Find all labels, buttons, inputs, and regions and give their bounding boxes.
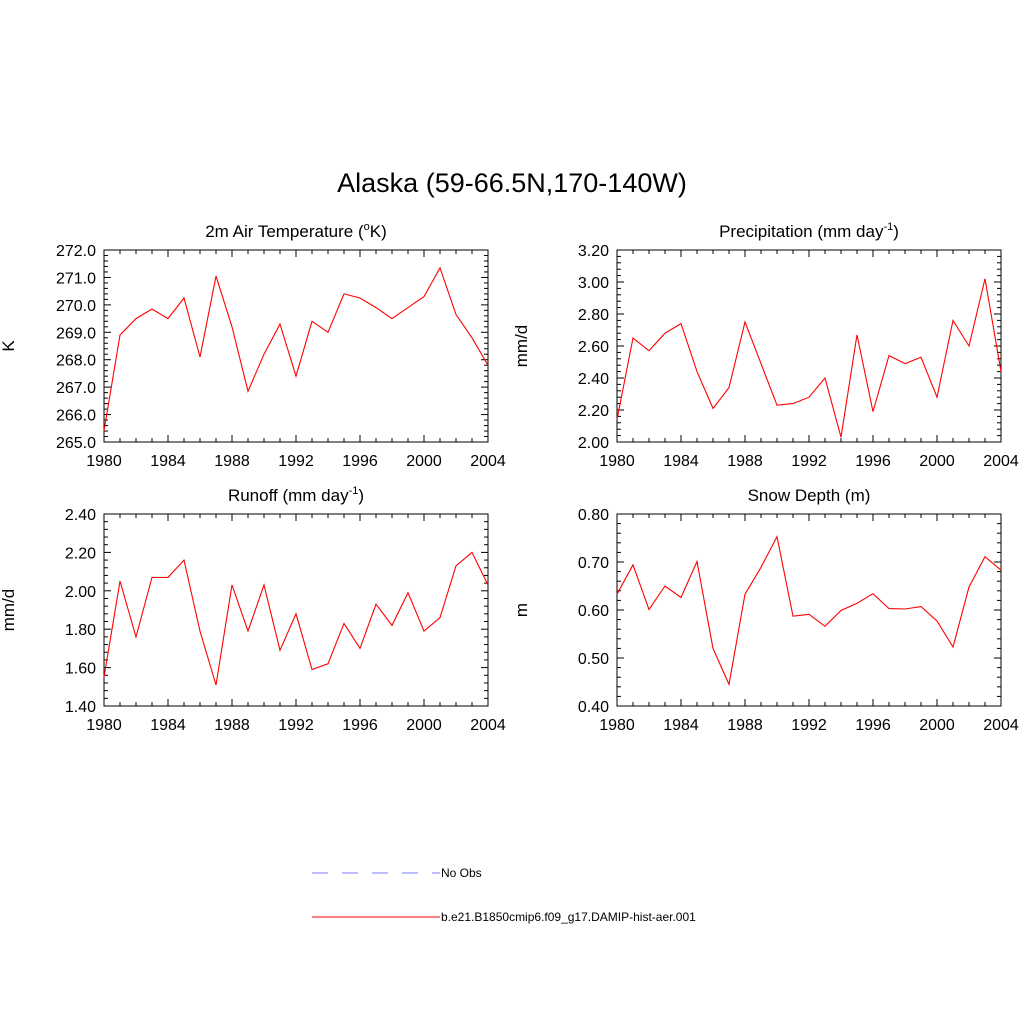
y-tick-label: 2.20 — [65, 545, 96, 562]
x-tick-label: 2000 — [919, 717, 955, 734]
x-tick-label: 1984 — [663, 453, 699, 470]
plot-frame — [616, 513, 1002, 707]
y-tick-label: 2.80 — [578, 307, 609, 324]
x-tick-label: 1988 — [727, 717, 763, 734]
legend-label-model: b.e21.B1850cmip6.f09_g17.DAMIP-hist-aer.… — [441, 910, 696, 924]
y-tick-label: 0.50 — [578, 651, 609, 668]
panel-title: Precipitation (mm day-1) — [719, 221, 899, 241]
x-tick-label: 2000 — [919, 453, 955, 470]
y-axis-label: mm/d — [0, 589, 18, 632]
panel-air-temperature: 1980 1984 1988 1992 1996 2000 2004 265.0 266.0 26… — [0, 221, 506, 470]
x-tick-label: 1992 — [791, 717, 827, 734]
y-tick-label: 269.0 — [56, 325, 96, 342]
panel-snow-depth: 1980 1984 1988 1992 1996 2000 2004 0.40 0.50 0.60… — [512, 486, 1019, 734]
x-tick-label: 1980 — [599, 717, 635, 734]
x-tick-label: 1988 — [214, 453, 250, 470]
y-tick-label: 3.00 — [578, 275, 609, 292]
y-axis-label: m — [512, 603, 531, 617]
x-tick-label: 1984 — [150, 453, 186, 470]
series-line — [103, 266, 489, 432]
panel-runoff: 1980 1984 1988 1992 1996 2000 2004 1.40 1.60 1.80… — [0, 485, 506, 734]
x-tick-label: 1996 — [342, 453, 378, 470]
panel-title: 2m Air Temperature (oK) — [205, 221, 387, 241]
x-tick-label: 1980 — [86, 453, 122, 470]
series-line — [616, 534, 1002, 687]
y-tick-label: 0.80 — [578, 507, 609, 524]
figure-title: Alaska (59-66.5N,170-140W) — [337, 168, 687, 198]
y-tick-label: 1.80 — [65, 622, 96, 639]
y-tick-label: 266.0 — [56, 408, 96, 425]
y-tick-label: 271.0 — [56, 270, 96, 287]
y-tick-label: 0.60 — [578, 603, 609, 620]
y-tick-label: 2.40 — [578, 371, 609, 388]
y-tick-label: 272.0 — [56, 243, 96, 260]
plot-frame — [616, 249, 1002, 443]
x-tick-label: 1980 — [599, 453, 635, 470]
x-tick-label: 2000 — [406, 453, 442, 470]
x-tick-label: 2000 — [406, 717, 442, 734]
y-tick-label: 3.20 — [578, 243, 609, 260]
y-tick-label: 0.40 — [578, 699, 609, 716]
panel-precipitation: 1980 1984 1988 1992 1996 2000 2004 2.00 2.20 2.40… — [512, 221, 1019, 470]
y-tick-label: 265.0 — [56, 435, 96, 452]
x-tick-label: 2004 — [983, 717, 1019, 734]
panel-title: Snow Depth (m) — [748, 486, 871, 505]
y-axis-label: K — [0, 340, 18, 352]
y-tick-label: 2.60 — [578, 339, 609, 356]
y-tick-label: 268.0 — [56, 353, 96, 370]
x-tick-label: 1984 — [663, 717, 699, 734]
legend — [312, 872, 440, 918]
y-tick-label: 1.60 — [65, 661, 96, 678]
x-tick-label: 1996 — [855, 453, 891, 470]
y-tick-label: 0.70 — [578, 555, 609, 572]
x-tick-label: 1980 — [86, 717, 122, 734]
plot-frame — [103, 249, 489, 443]
x-tick-label: 1988 — [727, 453, 763, 470]
y-tick-label: 2.20 — [578, 403, 609, 420]
x-tick-label: 1992 — [278, 453, 314, 470]
legend-label-no-obs: No Obs — [441, 866, 482, 880]
y-tick-label: 2.00 — [578, 435, 609, 452]
y-tick-label: 2.00 — [65, 584, 96, 601]
x-tick-label: 1984 — [150, 717, 186, 734]
x-tick-label: 1988 — [214, 717, 250, 734]
y-tick-label: 267.0 — [56, 380, 96, 397]
x-tick-label: 1996 — [855, 717, 891, 734]
y-tick-label: 270.0 — [56, 298, 96, 315]
plot-frame — [103, 513, 489, 707]
x-tick-label: 1992 — [791, 453, 827, 470]
panel-title: Runoff (mm day-1) — [228, 485, 364, 505]
y-tick-label: 2.40 — [65, 507, 96, 524]
x-tick-label: 2004 — [470, 717, 506, 734]
y-tick-label: 1.40 — [65, 699, 96, 716]
x-tick-label: 1992 — [278, 717, 314, 734]
series-line — [103, 551, 489, 686]
x-tick-label: 2004 — [470, 453, 506, 470]
x-tick-label: 2004 — [983, 453, 1019, 470]
y-axis-label: mm/d — [512, 325, 531, 368]
x-tick-label: 1996 — [342, 717, 378, 734]
series-line — [616, 278, 1002, 438]
